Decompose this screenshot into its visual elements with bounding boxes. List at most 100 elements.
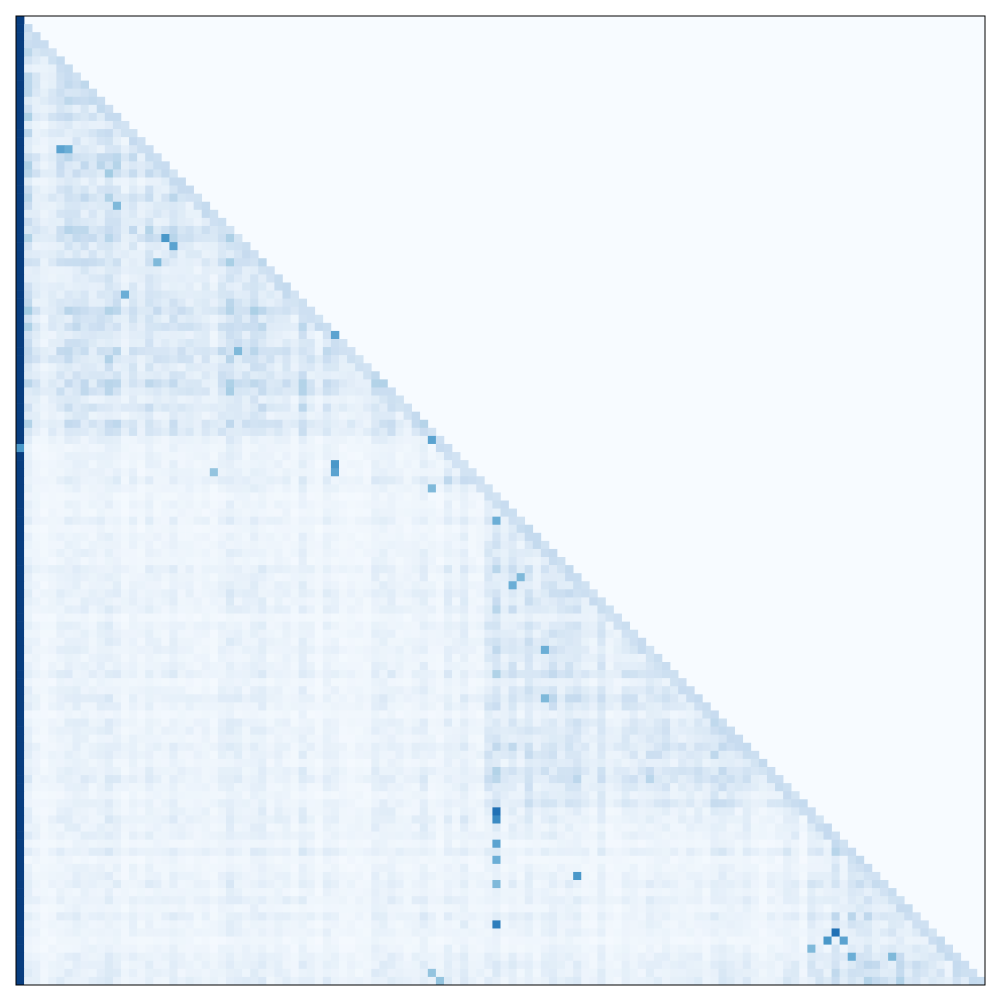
heatmap-cell bbox=[291, 799, 299, 807]
heatmap-cell bbox=[105, 226, 113, 234]
heatmap-cell bbox=[89, 775, 97, 783]
heatmap-cell bbox=[81, 129, 89, 137]
heatmap-cell bbox=[282, 452, 290, 460]
heatmap-cell bbox=[258, 727, 266, 735]
heatmap-cell bbox=[678, 710, 686, 718]
heatmap-cell bbox=[56, 694, 64, 702]
heatmap-cell bbox=[186, 799, 194, 807]
heatmap-cell bbox=[145, 597, 153, 605]
heatmap-cell bbox=[452, 541, 460, 549]
heatmap-cell bbox=[48, 355, 56, 363]
heatmap-cell bbox=[387, 541, 395, 549]
heatmap-cell bbox=[137, 428, 145, 436]
heatmap-cell bbox=[622, 702, 630, 710]
heatmap-cell bbox=[226, 751, 234, 759]
heatmap-cell bbox=[387, 751, 395, 759]
heatmap-cell bbox=[371, 775, 379, 783]
heatmap-cell bbox=[678, 759, 686, 767]
heatmap-cell bbox=[40, 622, 48, 630]
heatmap-cell bbox=[121, 775, 129, 783]
heatmap-cell bbox=[121, 694, 129, 702]
heatmap-cell bbox=[614, 694, 622, 702]
heatmap-cell bbox=[597, 743, 605, 751]
heatmap-cell bbox=[605, 654, 613, 662]
heatmap-cell bbox=[404, 638, 412, 646]
heatmap-cell bbox=[501, 710, 509, 718]
heatmap-cell bbox=[56, 64, 64, 72]
heatmap-cell bbox=[428, 549, 436, 557]
heatmap-cell bbox=[266, 662, 274, 670]
heatmap-cell bbox=[16, 630, 24, 638]
heatmap-cell bbox=[299, 630, 307, 638]
heatmap-cell bbox=[153, 622, 161, 630]
heatmap-cell bbox=[242, 710, 250, 718]
heatmap-cell bbox=[234, 323, 242, 331]
heatmap-cell bbox=[202, 250, 210, 258]
heatmap-cell bbox=[202, 815, 210, 823]
heatmap-cell bbox=[501, 533, 509, 541]
heatmap-cell bbox=[121, 783, 129, 791]
heatmap-cell bbox=[153, 484, 161, 492]
heatmap-cell bbox=[129, 282, 137, 290]
heatmap-cell bbox=[97, 396, 105, 404]
heatmap-cell bbox=[274, 476, 282, 484]
heatmap-cell bbox=[412, 581, 420, 589]
heatmap-cell bbox=[291, 743, 299, 751]
heatmap-cell bbox=[662, 751, 670, 759]
heatmap-cell bbox=[339, 452, 347, 460]
heatmap-cell bbox=[97, 113, 105, 121]
heatmap-cell bbox=[113, 355, 121, 363]
heatmap-cell bbox=[24, 169, 32, 177]
heatmap-cell bbox=[646, 767, 654, 775]
heatmap-cell bbox=[40, 501, 48, 509]
heatmap-cell bbox=[250, 767, 258, 775]
heatmap-cell bbox=[234, 807, 242, 815]
heatmap-cell bbox=[121, 274, 129, 282]
heatmap-cell bbox=[226, 541, 234, 549]
heatmap-cell bbox=[145, 727, 153, 735]
heatmap-cell bbox=[137, 630, 145, 638]
heatmap-cell bbox=[541, 735, 549, 743]
heatmap-cell bbox=[73, 258, 81, 266]
heatmap-cell bbox=[258, 412, 266, 420]
heatmap-cell bbox=[509, 783, 517, 791]
heatmap-cell bbox=[307, 670, 315, 678]
heatmap-cell bbox=[48, 113, 56, 121]
heatmap-cell bbox=[226, 396, 234, 404]
heatmap-cell bbox=[210, 605, 218, 613]
heatmap-cell bbox=[153, 549, 161, 557]
heatmap-cell bbox=[428, 460, 436, 468]
heatmap-cell bbox=[169, 791, 177, 799]
heatmap-cell bbox=[234, 468, 242, 476]
heatmap-cell bbox=[541, 614, 549, 622]
heatmap-cell bbox=[81, 509, 89, 517]
heatmap-cell bbox=[363, 743, 371, 751]
heatmap-cell bbox=[242, 371, 250, 379]
heatmap-cell bbox=[339, 517, 347, 525]
heatmap-cell bbox=[492, 565, 500, 573]
heatmap-cell bbox=[468, 484, 476, 492]
heatmap-cell bbox=[210, 460, 218, 468]
heatmap-cell bbox=[597, 710, 605, 718]
heatmap-cell bbox=[428, 428, 436, 436]
heatmap-cell bbox=[291, 355, 299, 363]
heatmap-cell bbox=[379, 509, 387, 517]
heatmap-cell bbox=[258, 282, 266, 290]
heatmap-cell bbox=[404, 751, 412, 759]
heatmap-cell bbox=[169, 710, 177, 718]
heatmap-cell bbox=[97, 339, 105, 347]
heatmap-cell bbox=[468, 492, 476, 500]
heatmap-cell bbox=[533, 767, 541, 775]
heatmap-cell bbox=[452, 525, 460, 533]
heatmap-cell bbox=[460, 517, 468, 525]
heatmap-cell bbox=[371, 799, 379, 807]
heatmap-cell bbox=[565, 743, 573, 751]
heatmap-cell bbox=[81, 614, 89, 622]
heatmap-cell bbox=[48, 719, 56, 727]
heatmap-cell bbox=[315, 371, 323, 379]
heatmap-cell bbox=[226, 694, 234, 702]
heatmap-cell bbox=[161, 404, 169, 412]
heatmap-cell bbox=[404, 468, 412, 476]
heatmap-cell bbox=[291, 412, 299, 420]
heatmap-cell bbox=[355, 557, 363, 565]
